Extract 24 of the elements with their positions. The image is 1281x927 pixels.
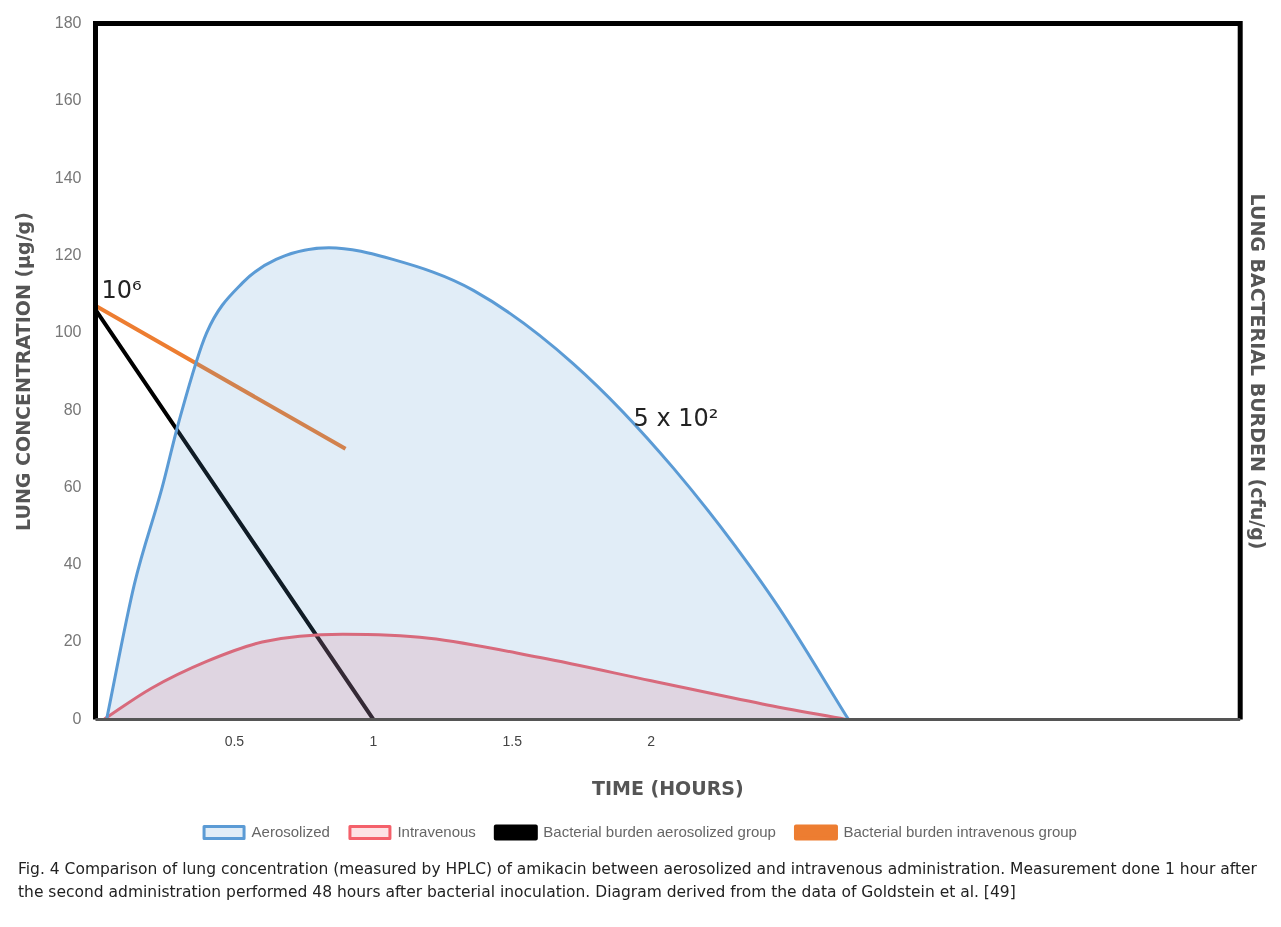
y-axis-title: LUNG CONCENTRATION (µg/g) xyxy=(12,212,35,531)
y-tick-label: 80 xyxy=(63,400,82,418)
y-tick-label: 60 xyxy=(63,477,82,495)
y-tick-label: 180 xyxy=(54,14,82,32)
y-tick-label: 0 xyxy=(72,709,82,727)
y-tick-label: 40 xyxy=(63,555,82,573)
x-tick-label: 1 xyxy=(369,732,378,749)
y-tick-label: 140 xyxy=(54,168,82,186)
y-tick-label: 100 xyxy=(54,323,82,341)
x-tick-label: 2 xyxy=(647,732,656,749)
legend-label: Intravenous xyxy=(397,822,476,840)
legend-label: Bacterial burden aerosolized group xyxy=(543,822,776,840)
annotation: 10⁶ xyxy=(101,276,142,305)
y-tick-label: 160 xyxy=(54,91,82,109)
x-axis-title: TIME (HOURS) xyxy=(592,776,744,799)
legend-label: Bacterial burden intravenous group xyxy=(843,822,1077,840)
y2-axis-title: LUNG BACTERIAL BURDEN (cfu/g) xyxy=(1246,193,1269,550)
annotation: 5 x 10² xyxy=(633,404,719,433)
y-tick-label: 20 xyxy=(63,632,82,650)
x-tick-label: 0.5 xyxy=(224,732,245,749)
caption: Fig. 4 Comparison of lung concentration (measured by HPLC) of amikacin between aerosolized and intravenous administration. Measurement done 1 hour after the second administration performed 48 hours after bacterial inoculation. Diagram derived from the data of Goldstein et al. [49] xyxy=(18,859,1258,903)
x-tick-label: 1.5 xyxy=(502,732,523,749)
y-tick-label: 120 xyxy=(54,245,82,263)
legend-label: Aerosolized xyxy=(251,822,330,840)
